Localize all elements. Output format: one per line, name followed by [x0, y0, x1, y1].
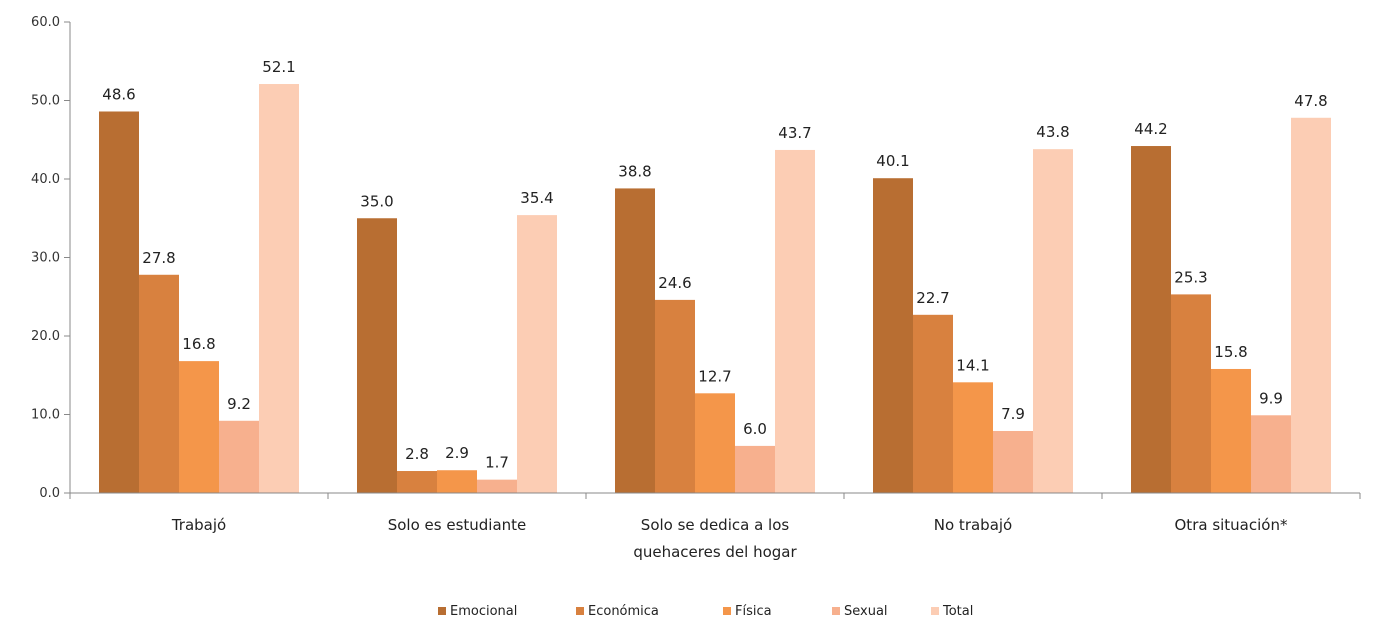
legend-label: Sexual — [844, 604, 888, 619]
legend-swatch — [832, 607, 840, 615]
bar — [655, 299, 695, 493]
data-label: 14.1 — [956, 356, 989, 374]
data-label: 43.8 — [1036, 123, 1069, 141]
data-label: 25.3 — [1174, 268, 1207, 286]
x-tick-label: Solo se dedica a los — [641, 516, 790, 534]
data-label: 12.7 — [698, 367, 731, 385]
x-tick-label: Otra situación* — [1175, 516, 1288, 534]
x-tick-label: Trabajó — [171, 516, 226, 534]
y-tick-label: 60.0 — [31, 15, 60, 30]
data-label: 22.7 — [916, 289, 949, 307]
bar — [1033, 149, 1073, 494]
y-tick-label: 20.0 — [31, 329, 60, 344]
bar — [913, 314, 953, 493]
data-label: 24.6 — [658, 274, 691, 292]
data-label: 43.7 — [778, 124, 811, 142]
data-label: 6.0 — [743, 420, 767, 438]
legend-swatch — [931, 607, 939, 615]
bar — [219, 420, 259, 493]
data-label: 35.4 — [520, 189, 553, 207]
data-label: 44.2 — [1134, 120, 1167, 138]
bar — [873, 178, 913, 493]
legend-label: Total — [942, 604, 973, 619]
bar — [477, 479, 517, 493]
bar — [397, 471, 437, 493]
data-label: 52.1 — [262, 58, 295, 76]
bar — [1251, 415, 1291, 493]
data-label: 2.8 — [405, 445, 429, 463]
data-label: 27.8 — [142, 249, 175, 267]
data-label: 16.8 — [182, 335, 215, 353]
bar — [139, 274, 179, 493]
data-label: 9.9 — [1259, 389, 1283, 407]
y-tick-label: 30.0 — [31, 251, 60, 266]
bar — [437, 470, 477, 493]
legend: Emocional Económica Física Sexual Total — [438, 604, 973, 619]
legend-swatch — [438, 607, 446, 615]
bar — [1131, 146, 1171, 493]
bar — [1211, 368, 1251, 493]
bar — [615, 188, 655, 494]
bar — [1291, 117, 1331, 494]
data-label: 7.9 — [1001, 405, 1025, 423]
x-tick-label: Solo es estudiante — [388, 516, 527, 534]
y-tick-label: 10.0 — [31, 408, 60, 423]
data-label: 35.0 — [360, 192, 393, 210]
bar — [993, 430, 1033, 493]
y-axis: 0.0 10.0 20.0 30.0 40.0 50.0 60.0 — [31, 15, 71, 501]
bar — [695, 393, 735, 493]
y-tick-label: 40.0 — [31, 172, 60, 187]
data-label: 1.7 — [485, 454, 509, 472]
legend-swatch — [576, 607, 584, 615]
bar — [517, 215, 557, 494]
data-label: 48.6 — [102, 85, 135, 103]
bar — [1171, 294, 1211, 493]
bars: 48.6 27.8 16.8 9.2 52.1 35.0 2.8 2.9 1.7 35.4 38.8… — [99, 58, 1331, 494]
bar — [953, 382, 993, 493]
data-label: 2.9 — [445, 444, 469, 462]
bar — [259, 84, 299, 493]
legend-label: Emocional — [450, 604, 517, 619]
y-tick-label: 0.0 — [39, 486, 60, 501]
bar — [99, 111, 139, 494]
y-tick-label: 50.0 — [31, 94, 60, 109]
bar — [179, 361, 219, 493]
data-label: 47.8 — [1294, 92, 1327, 110]
legend-swatch — [723, 607, 731, 615]
bar — [735, 445, 775, 493]
legend-label: Física — [735, 604, 772, 619]
x-tick-label: No trabajó — [934, 516, 1012, 534]
legend-label: Económica — [588, 604, 659, 619]
data-label: 15.8 — [1214, 343, 1247, 361]
bar — [775, 149, 815, 493]
bar — [357, 218, 397, 493]
data-label: 38.8 — [618, 162, 651, 180]
x-tick-label: quehaceres del hogar — [633, 543, 797, 561]
data-label: 40.1 — [876, 152, 909, 170]
x-axis: Trabajó Solo es estudiante Solo se dedica … — [69, 492, 1361, 561]
data-label: 9.2 — [227, 395, 251, 413]
